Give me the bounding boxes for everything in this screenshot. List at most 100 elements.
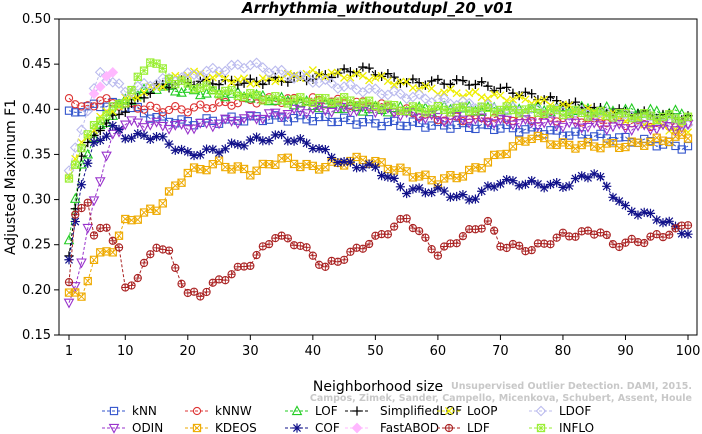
data-point <box>369 83 381 95</box>
data-point <box>563 118 575 129</box>
data-point <box>683 221 693 230</box>
data-point <box>327 72 337 83</box>
data-point <box>276 129 287 140</box>
data-point <box>119 120 131 131</box>
data-point <box>352 406 362 416</box>
legend: kNN kNNW LOF SimplifiedLOF LoOP LDOF ODIN KDEOS… <box>102 404 594 434</box>
data-point <box>301 138 312 148</box>
data-point <box>482 118 494 129</box>
data-point <box>633 210 643 220</box>
data-point <box>515 91 524 101</box>
data-point <box>614 196 624 206</box>
data-point <box>339 113 349 122</box>
data-point <box>371 119 380 128</box>
data-point <box>558 228 568 237</box>
data-point <box>371 231 380 240</box>
data-point <box>319 74 331 86</box>
x-tick-label: 50 <box>367 344 384 359</box>
legend-item-lof: LOF <box>285 404 338 418</box>
data-point <box>282 109 294 120</box>
data-point <box>346 96 355 105</box>
data-point <box>683 112 693 121</box>
data-point <box>402 188 412 199</box>
data-point <box>189 287 199 296</box>
data-point <box>570 118 581 129</box>
data-point <box>214 80 224 90</box>
data-point <box>483 158 493 167</box>
legend-item-ldf: LDF <box>437 421 490 434</box>
data-point <box>333 157 343 168</box>
data-point <box>532 122 544 133</box>
data-point <box>489 182 499 192</box>
data-point <box>414 226 424 236</box>
data-point <box>670 104 681 115</box>
data-point <box>627 113 636 123</box>
data-point <box>89 102 99 111</box>
legend-item-inflo: INFLO <box>529 421 594 434</box>
data-point <box>627 206 637 216</box>
data-point <box>138 123 150 134</box>
data-point <box>508 239 518 249</box>
data-point <box>583 226 593 235</box>
data-point <box>144 80 156 92</box>
data-point <box>289 136 299 146</box>
data-point <box>495 179 506 189</box>
data-point <box>188 69 200 81</box>
data-point <box>439 186 449 196</box>
data-point <box>301 71 312 82</box>
data-point <box>327 152 337 163</box>
data-point <box>82 148 94 159</box>
data-point <box>339 255 349 264</box>
data-point <box>83 198 92 207</box>
data-point <box>246 261 255 271</box>
data-point <box>477 93 486 102</box>
data-point <box>251 132 262 142</box>
data-point <box>389 222 399 231</box>
data-point <box>338 102 350 113</box>
legend-item-loop: LoOP <box>437 404 498 418</box>
data-point <box>144 120 156 131</box>
data-point <box>208 116 217 126</box>
data-point <box>233 139 243 150</box>
data-point <box>633 113 643 122</box>
data-point <box>83 130 92 139</box>
data-point <box>139 105 149 114</box>
data-point <box>83 158 93 168</box>
data-point <box>183 108 192 117</box>
data-point <box>121 99 130 108</box>
data-point <box>463 118 475 129</box>
data-point <box>546 126 555 135</box>
data-point <box>139 88 149 97</box>
data-point <box>621 238 630 247</box>
data-point <box>114 124 124 135</box>
data-point <box>133 273 142 283</box>
data-point <box>108 236 117 245</box>
data-point <box>564 181 574 191</box>
data-point <box>213 119 225 130</box>
data-point <box>120 107 130 117</box>
legend-label: INFLO <box>559 421 594 434</box>
data-point <box>652 142 661 151</box>
data-point <box>495 83 506 93</box>
data-point <box>70 216 80 227</box>
data-point <box>227 78 236 87</box>
data-point <box>445 192 456 202</box>
data-point <box>464 80 474 90</box>
data-point <box>152 103 161 112</box>
data-point <box>533 179 543 189</box>
data-point <box>427 176 436 185</box>
data-point <box>602 181 612 191</box>
data-point <box>352 120 361 129</box>
data-point <box>226 116 237 127</box>
data-point <box>101 75 112 87</box>
data-point <box>76 258 87 269</box>
data-point <box>502 149 511 159</box>
data-point <box>114 231 124 240</box>
data-point <box>219 65 231 77</box>
data-point <box>189 150 199 161</box>
data-point <box>502 243 511 253</box>
data-point <box>396 121 405 130</box>
data-point <box>196 292 205 301</box>
data-point <box>420 188 430 198</box>
